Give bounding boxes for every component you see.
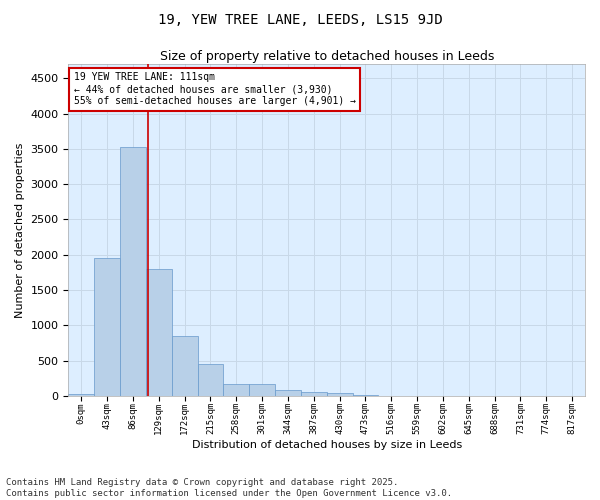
Bar [94, 258, 120, 396]
Bar [327, 394, 353, 396]
Bar [197, 364, 223, 396]
Bar [223, 384, 249, 396]
Text: 19 YEW TREE LANE: 111sqm
← 44% of detached houses are smaller (3,930)
55% of sem: 19 YEW TREE LANE: 111sqm ← 44% of detach… [74, 72, 356, 106]
Bar [68, 394, 94, 396]
Bar [172, 336, 197, 396]
Bar [249, 384, 275, 396]
Bar [301, 392, 327, 396]
Text: 19, YEW TREE LANE, LEEDS, LS15 9JD: 19, YEW TREE LANE, LEEDS, LS15 9JD [158, 12, 442, 26]
X-axis label: Distribution of detached houses by size in Leeds: Distribution of detached houses by size … [191, 440, 462, 450]
Bar [146, 269, 172, 396]
Text: Contains HM Land Registry data © Crown copyright and database right 2025.
Contai: Contains HM Land Registry data © Crown c… [6, 478, 452, 498]
Y-axis label: Number of detached properties: Number of detached properties [15, 142, 25, 318]
Bar [353, 394, 379, 396]
Title: Size of property relative to detached houses in Leeds: Size of property relative to detached ho… [160, 50, 494, 63]
Bar [120, 147, 146, 396]
Bar [275, 390, 301, 396]
